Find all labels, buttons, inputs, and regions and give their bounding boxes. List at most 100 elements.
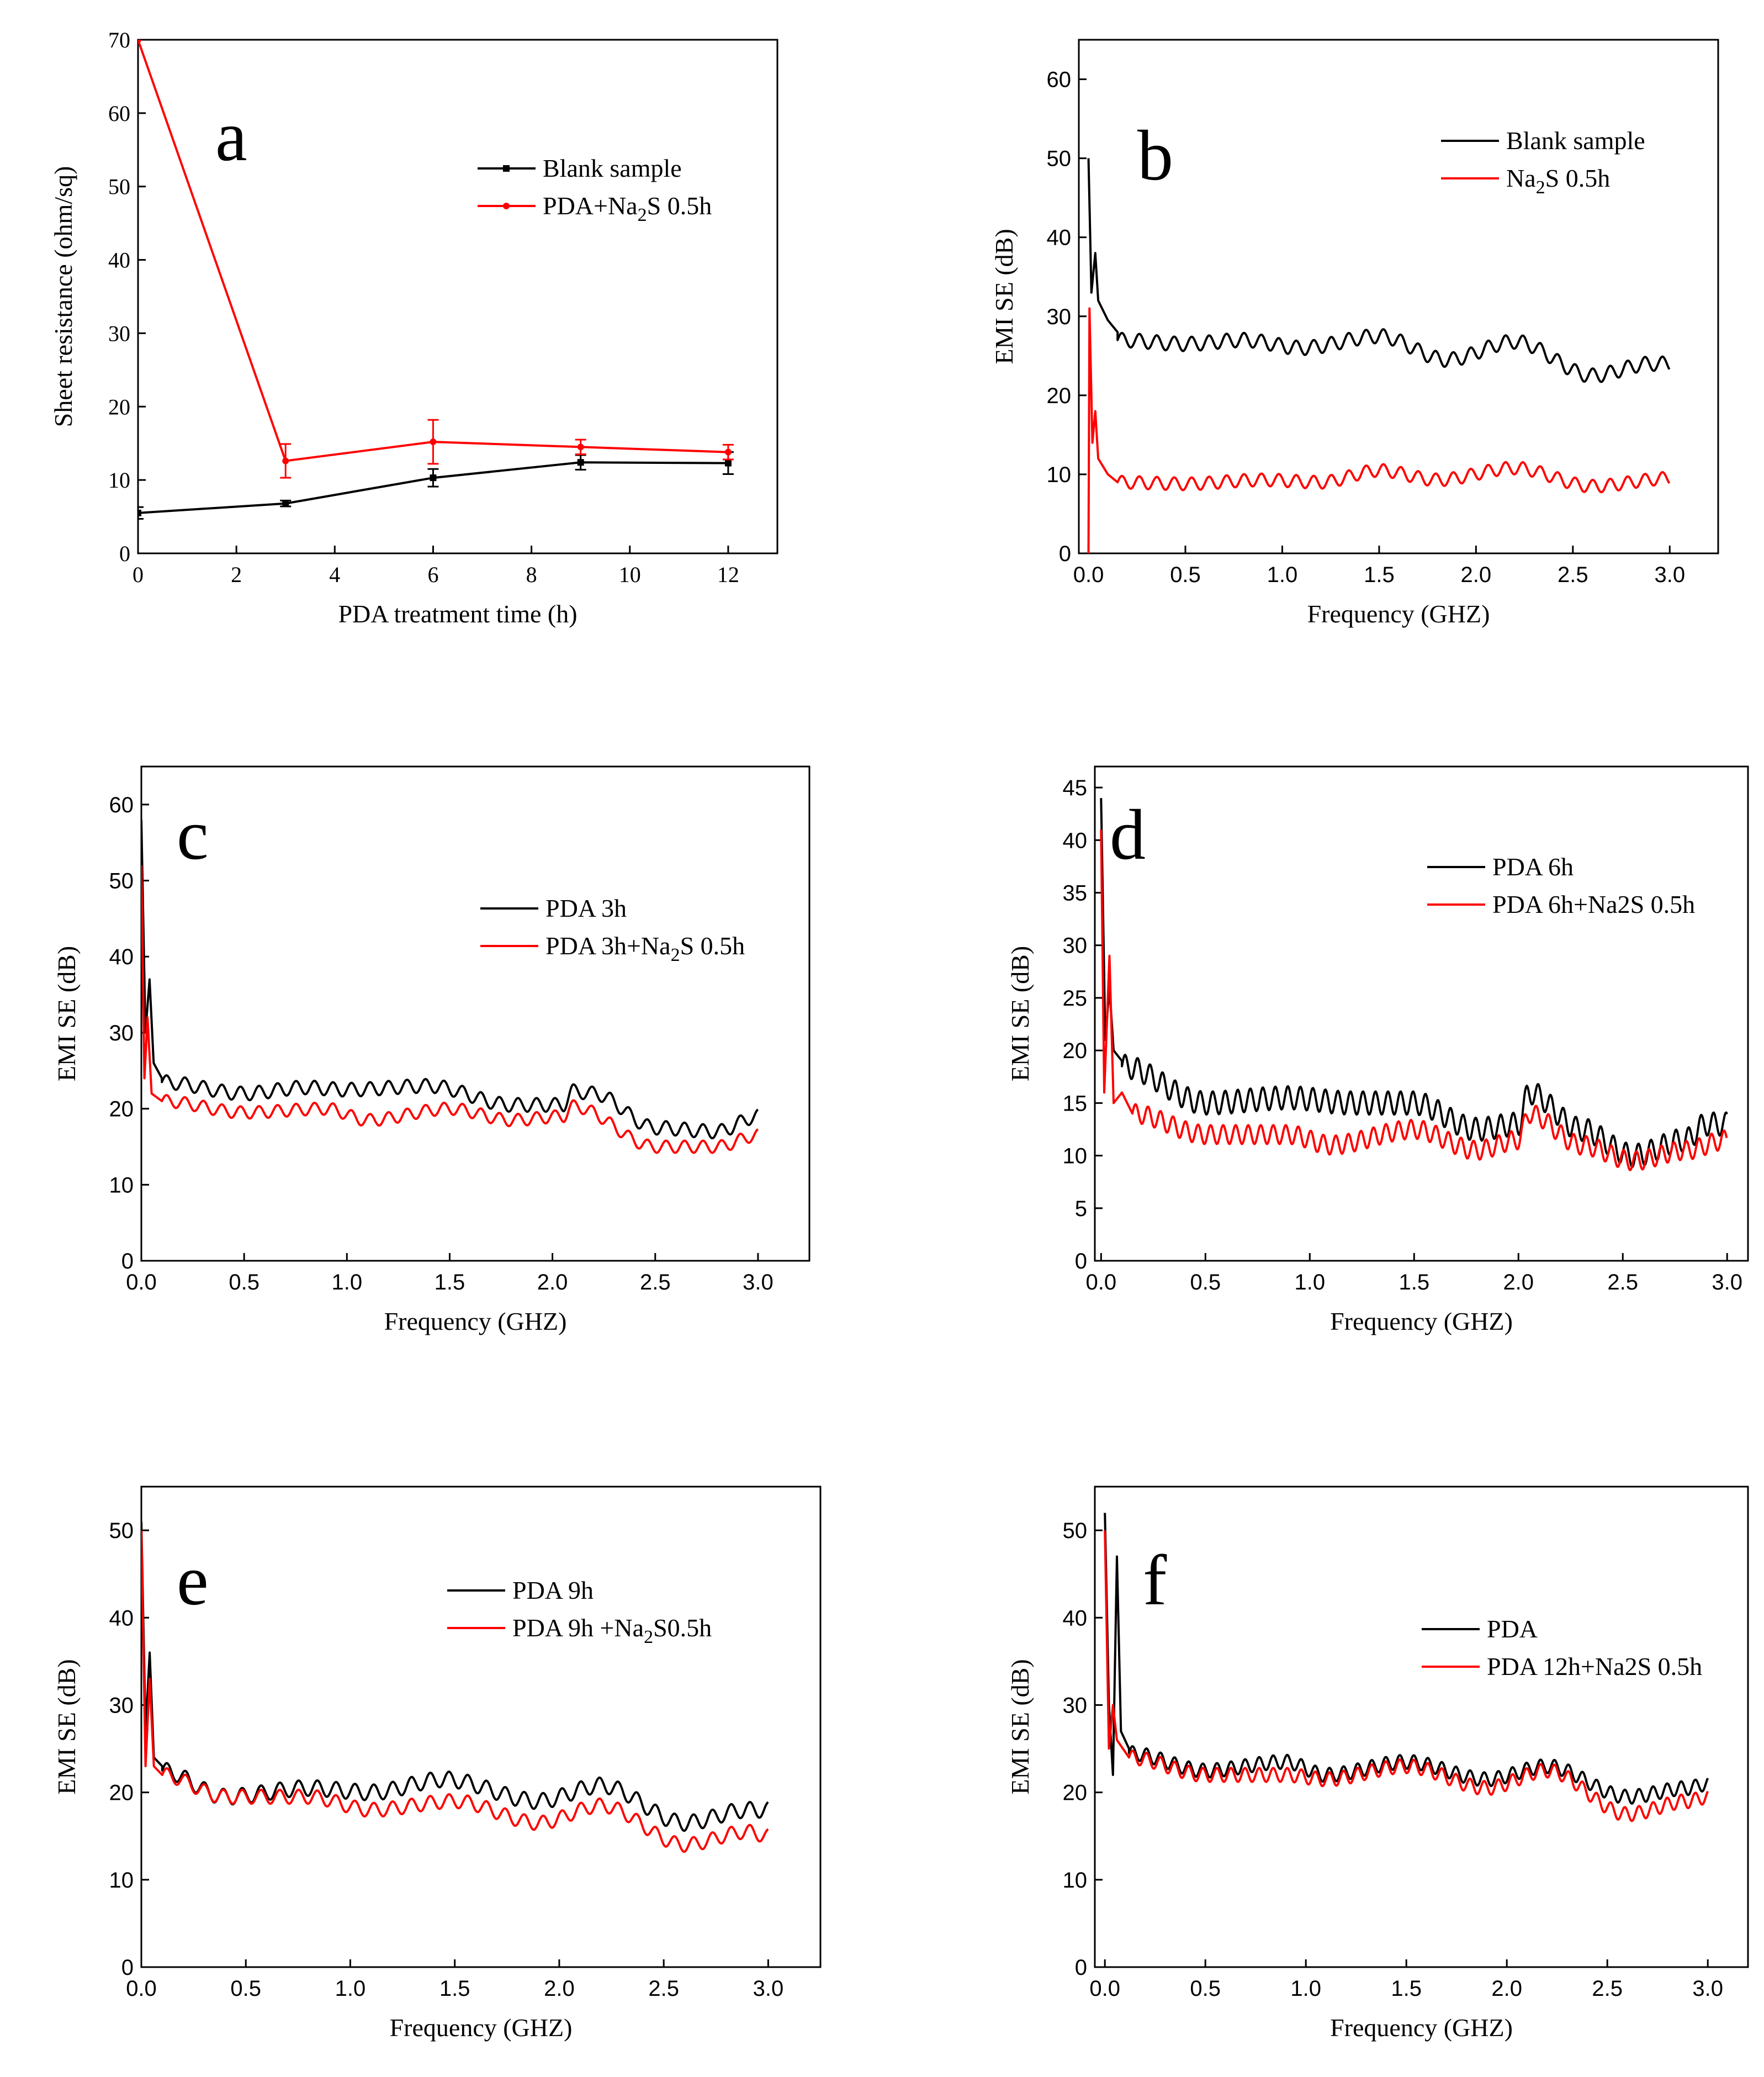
x-tick-label: 0.5	[230, 1976, 261, 2001]
series-line-1	[141, 1530, 769, 1853]
x-tick-label: 0	[133, 562, 144, 587]
x-tick-label: 12	[717, 562, 739, 587]
y-tick-label: 70	[108, 28, 130, 52]
series-line-1	[1087, 307, 1671, 553]
y-tick-label: 0	[121, 1956, 134, 1980]
series-line-0	[141, 820, 759, 1140]
x-tick-label: 2.5	[1592, 1976, 1623, 2001]
series-group	[1100, 798, 1728, 1171]
y-tick-label: 20	[109, 1781, 134, 1805]
chart-panel-e: 0.0 0.5 1.0 1.5 2.0 2.5 3.0 0 10 20 30 40 50 Frequenc…	[52, 1486, 822, 2042]
panel-letter: c	[177, 795, 209, 875]
legend-label: PDA 3h+Na2S 0.5h	[545, 932, 745, 965]
y-axis-title: EMI SE (dB)	[1006, 1659, 1034, 1794]
y-tick-label: 60	[1047, 68, 1072, 92]
legend: PDA 9h PDA 9h +Na2S0.5h	[447, 1576, 712, 1647]
series-group	[138, 40, 734, 520]
panel-letter: a	[215, 97, 247, 176]
y-tick-label: 50	[109, 869, 134, 894]
y-axis-title: EMI SE (dB)	[52, 1659, 81, 1794]
x-tick-label: 0.0	[1073, 563, 1104, 587]
data-point	[577, 443, 584, 451]
y-tick-label: 35	[1063, 881, 1088, 906]
legend: PDA 3h PDA 3h+Na2S 0.5h	[480, 894, 745, 965]
series-line-1	[141, 865, 759, 1154]
y-tick-label: 0	[119, 541, 130, 566]
legend-label: PDA 6h+Na2S 0.5h	[1492, 890, 1695, 918]
y-tick-label: 30	[108, 321, 130, 346]
x-tick-label: 0.5	[1190, 1270, 1221, 1294]
chart-panel-a: 0 2 4 6 8 10 12 0 10 20 30 40 50 60 70 PDA treatment ti…	[49, 28, 778, 628]
x-tick-label: 0.0	[126, 1270, 157, 1294]
x-tick-label: 2.0	[1461, 563, 1492, 587]
data-point	[724, 459, 732, 467]
y-tick-label: 40	[1047, 226, 1072, 250]
x-tick-label: 1.0	[1267, 563, 1298, 587]
series-group	[1104, 1513, 1709, 1822]
y-tick-label: 40	[1063, 828, 1088, 853]
plot-frame	[140, 1486, 822, 1968]
data-point	[577, 459, 584, 466]
x-tick-label: 3.0	[753, 1976, 784, 2001]
x-tick-label: 1.5	[1364, 563, 1395, 587]
x-tick-label: 2.5	[1607, 1270, 1638, 1294]
x-tick-label: 6	[427, 562, 438, 587]
legend: PDA 6h PDA 6h+Na2S 0.5h	[1427, 853, 1695, 918]
x-tick-label: 0.0	[126, 1976, 157, 2001]
x-tick-label: 1.5	[1391, 1976, 1422, 2001]
legend-label: Blank sample	[543, 154, 682, 182]
series-line-0	[1104, 1513, 1709, 1805]
y-tick-label: 30	[109, 1021, 134, 1045]
y-tick-label: 40	[109, 945, 134, 969]
x-tick-label: 0.5	[229, 1270, 259, 1294]
y-tick-label: 40	[1063, 1606, 1088, 1630]
series-line-0	[1100, 798, 1728, 1169]
y-tick-label: 0	[1059, 542, 1071, 566]
y-tick-label: 10	[1047, 463, 1072, 487]
y-tick-label: 10	[1063, 1144, 1088, 1169]
data-point	[138, 509, 141, 516]
x-tick-label: 1.0	[1294, 1270, 1325, 1294]
x-tick-label: 3.0	[1692, 1976, 1723, 2001]
legend: Blank sample PDA+Na2S 0.5h	[478, 154, 712, 225]
x-tick-label: 3.0	[1712, 1270, 1742, 1294]
y-tick-label: 0	[121, 1249, 134, 1273]
plot-frame	[140, 765, 811, 1262]
y-tick-label: 0	[1075, 1249, 1087, 1273]
chart-panel-f: 0.0 0.5 1.0 1.5 2.0 2.5 3.0 0 10 20 30 40 50 Frequenc…	[1006, 1486, 1749, 2042]
x-tick-label: 1.0	[335, 1976, 366, 2001]
legend-label: PDA 6h	[1492, 853, 1574, 881]
y-tick-label: 40	[109, 1606, 134, 1630]
y-tick-label: 20	[1047, 384, 1072, 408]
x-tick-label: 2	[231, 562, 242, 587]
x-tick-label: 2.0	[544, 1976, 575, 2001]
y-tick-label: 45	[1063, 776, 1088, 800]
y-tick-label: 50	[1063, 1519, 1088, 1543]
x-tick-label: 2.5	[648, 1976, 679, 2001]
y-tick-label: 10	[109, 1173, 134, 1197]
y-tick-label: 25	[1063, 986, 1088, 1011]
y-tick-label: 0	[1075, 1956, 1087, 1980]
y-tick-label: 20	[109, 1097, 134, 1122]
y-axis-title: EMI SE (dB)	[1006, 946, 1034, 1081]
x-tick-label: 2.5	[1558, 563, 1588, 587]
y-tick-label: 20	[1063, 1039, 1088, 1063]
x-tick-label: 10	[619, 562, 641, 587]
x-tick-label: 3.0	[743, 1270, 774, 1294]
series-line-0	[141, 1521, 769, 1832]
data-point	[282, 457, 289, 464]
x-axis-title: Frequency (GHZ)	[390, 2013, 573, 2042]
x-tick-label: 1.5	[1399, 1270, 1429, 1294]
plot-frame	[137, 39, 778, 554]
x-axis-title: PDA treatment time (h)	[338, 600, 577, 628]
y-tick-label: 30	[109, 1693, 134, 1717]
chart-panel-d: 0.0 0.5 1.0 1.5 2.0 2.5 3.0 0 5 10 15 20 25 30 35 40 45 F…	[1006, 765, 1749, 1335]
y-tick-label: 50	[108, 175, 130, 199]
legend: Blank sample Na2S 0.5h	[1441, 126, 1645, 198]
y-tick-label: 20	[1063, 1781, 1088, 1805]
series-line-1	[1100, 829, 1728, 1171]
x-tick-label: 8	[526, 562, 537, 587]
x-axis-title: Frequency (GHZ)	[384, 1307, 567, 1335]
